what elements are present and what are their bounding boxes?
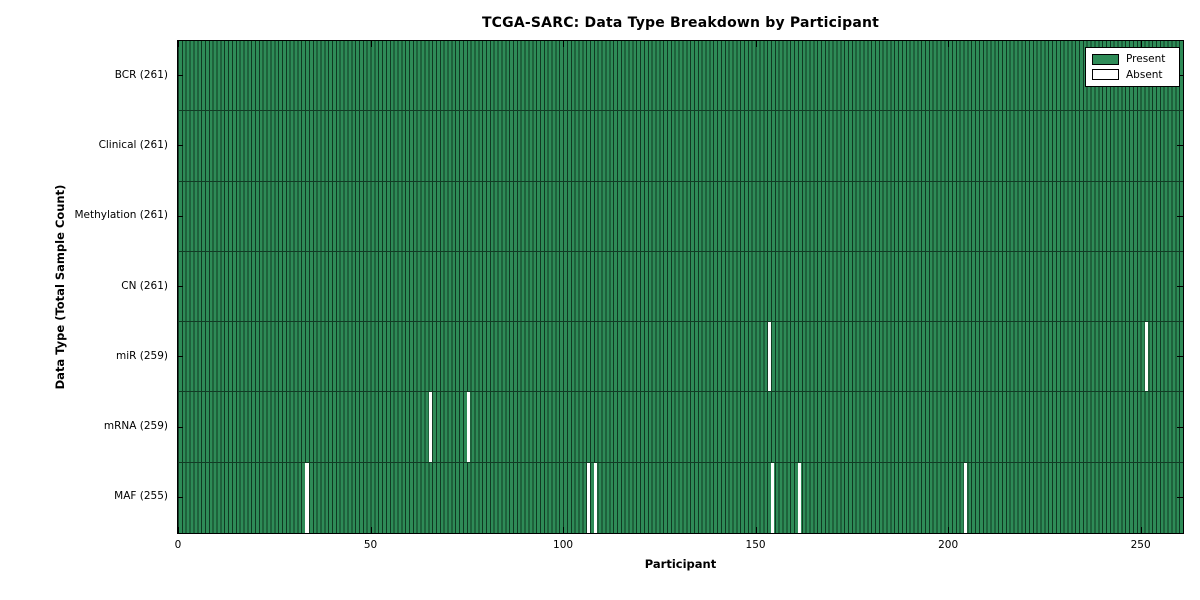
row-maf [178,462,1183,533]
legend-item-absent: Absent [1092,69,1173,81]
y-tick-right-bcr [1177,75,1183,77]
row-mrna [178,392,1183,463]
y-tick-label-mrna: mRNA (259) [103,420,168,433]
absent-swatch-icon [1092,69,1119,81]
absent-gap-maf-161 [798,462,802,533]
y-tick-right-clinical [1177,145,1183,147]
y-tick-label-methylation: Methylation (261) [74,209,168,222]
y-tick-left-methylation [178,215,183,217]
y-tick-right-mir [1177,356,1183,358]
y-tick-label-maf: MAF (255) [114,490,168,503]
x-tick-label-250: 250 [1130,539,1151,551]
y-tick-left-maf [178,496,183,498]
absent-gap-mir-153 [767,322,771,392]
absent-gap-maf-108 [594,462,598,533]
x-tick-bottom-100 [563,527,565,533]
y-tick-left-mrna [178,426,183,428]
y-tick-right-cn [1177,286,1183,287]
y-tick-left-mir [178,356,183,358]
absent-gap-maf-33 [305,462,309,533]
y-tick-right-maf [1177,496,1183,498]
x-tick-bottom-50 [370,527,372,533]
y-tick-label-bcr: BCR (261) [114,68,168,81]
x-tick-top-250 [1140,41,1142,47]
y-tick-label-mir: miR (259) [115,349,168,362]
y-tick-left-bcr [178,75,183,77]
row-cn [178,251,1183,323]
absent-gap-mrna-75 [467,392,471,462]
x-tick-label-0: 0 [174,539,182,551]
x-tick-top-200 [948,41,950,47]
y-tick-label-clinical: Clinical (261) [98,138,168,151]
absent-gap-maf-106 [586,462,590,533]
x-tick-label-50: 50 [363,539,378,551]
x-tick-bottom-200 [948,527,950,533]
x-tick-top-50 [370,41,372,47]
absent-gap-maf-154 [771,462,775,533]
y-tick-right-methylation [1177,215,1183,217]
x-tick-label-150: 150 [745,539,766,551]
row-methylation [178,181,1183,252]
legend-label-absent: Absent [1126,68,1163,81]
x-tick-top-150 [755,41,757,47]
x-tick-bottom-150 [755,527,757,533]
y-tick-left-cn [178,286,183,287]
absent-gap-maf-204 [963,462,967,533]
row-clinical [178,111,1183,182]
x-tick-label-100: 100 [553,539,574,551]
x-tick-top-0 [178,41,179,47]
x-tick-top-100 [563,41,565,47]
x-axis-label: Participant [644,557,717,571]
legend-item-present: Present [1092,53,1173,65]
y-tick-left-clinical [178,145,183,147]
x-tick-bottom-0 [178,527,179,533]
plot-area [177,40,1184,534]
row-bcr [178,41,1183,112]
chart-title: TCGA-SARC: Data Type Breakdown by Partic… [481,15,880,31]
absent-gap-mir-251 [1144,322,1148,392]
y-tick-right-mrna [1177,426,1183,428]
x-tick-bottom-250 [1140,527,1142,533]
present-swatch-icon [1092,53,1119,65]
y-tick-label-cn: CN (261) [121,279,168,292]
legend: Present Absent [1085,47,1180,87]
absent-gap-mrna-65 [428,392,432,462]
x-tick-label-200: 200 [938,539,959,551]
row-mir [178,322,1183,393]
legend-label-present: Present [1126,53,1166,66]
